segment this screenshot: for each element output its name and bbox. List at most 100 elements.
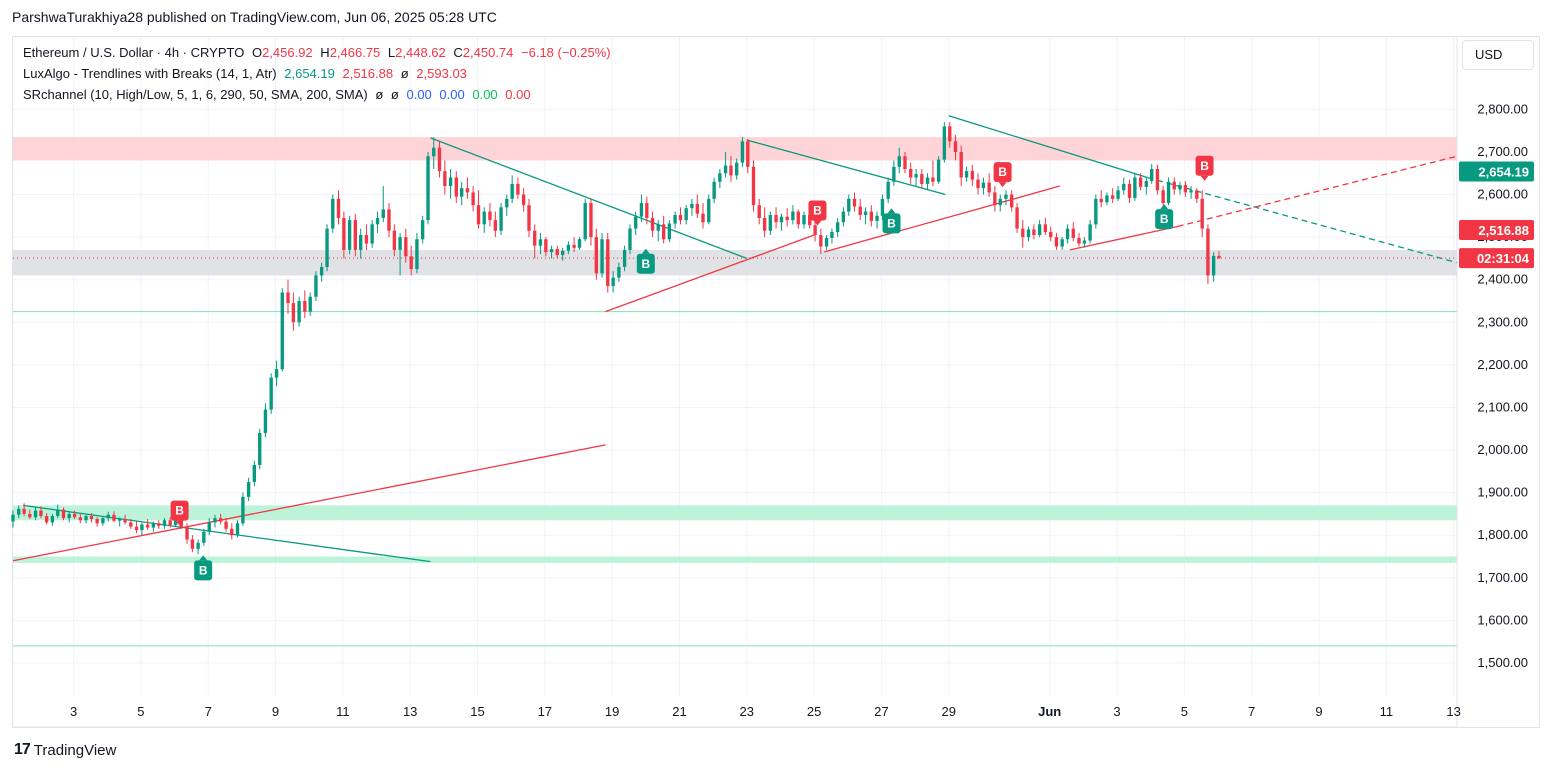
candle[interactable]	[970, 171, 974, 180]
candle[interactable]	[432, 147, 436, 157]
candle[interactable]	[892, 166, 896, 182]
candle[interactable]	[858, 206, 862, 215]
candle[interactable]	[993, 192, 997, 206]
candle[interactable]	[185, 526, 189, 540]
candle[interactable]	[78, 517, 83, 521]
candle[interactable]	[1110, 195, 1115, 199]
candle[interactable]	[791, 211, 795, 221]
candle[interactable]	[308, 296, 312, 312]
candle[interactable]	[544, 239, 548, 253]
candle[interactable]	[774, 214, 778, 223]
candle[interactable]	[824, 237, 829, 247]
candle[interactable]	[779, 216, 784, 223]
candle[interactable]	[129, 522, 133, 527]
candle[interactable]	[1150, 169, 1154, 181]
candle[interactable]	[454, 177, 458, 197]
candle[interactable]	[1032, 229, 1036, 235]
candle[interactable]	[162, 520, 167, 526]
candle[interactable]	[1105, 195, 1109, 203]
candle[interactable]	[1043, 224, 1048, 233]
break-signal-buy[interactable]	[636, 253, 655, 274]
candle[interactable]	[802, 214, 806, 225]
candle[interactable]	[331, 198, 335, 229]
candle[interactable]	[555, 249, 559, 256]
candle[interactable]	[44, 516, 49, 523]
candle[interactable]	[471, 192, 475, 206]
candle[interactable]	[106, 514, 110, 519]
candle[interactable]	[1195, 190, 1199, 199]
candle[interactable]	[594, 237, 599, 274]
candle[interactable]	[420, 220, 425, 240]
break-signal-buy[interactable]	[194, 560, 213, 581]
candle[interactable]	[712, 181, 716, 199]
candle[interactable]	[213, 518, 217, 523]
candle[interactable]	[101, 518, 105, 524]
candle[interactable]	[740, 141, 745, 163]
candle[interactable]	[1200, 198, 1204, 229]
legend-symbol-row[interactable]: Ethereum / U.S. Dollar · 4h · CRYPTO O2,…	[23, 45, 615, 60]
candle[interactable]	[1217, 255, 1221, 258]
candle[interactable]	[1122, 183, 1126, 191]
candle[interactable]	[813, 225, 817, 235]
candle[interactable]	[381, 209, 385, 218]
candle[interactable]	[33, 510, 38, 518]
candle[interactable]	[1166, 181, 1171, 204]
candle[interactable]	[263, 409, 268, 433]
candle[interactable]	[325, 228, 329, 267]
candle[interactable]	[589, 203, 593, 238]
candle[interactable]	[936, 159, 941, 182]
candle[interactable]	[274, 369, 279, 378]
candle[interactable]	[157, 523, 161, 526]
candle[interactable]	[134, 526, 139, 531]
candle[interactable]	[583, 203, 587, 240]
candle[interactable]	[465, 188, 470, 193]
candle[interactable]	[398, 237, 402, 250]
candle[interactable]	[476, 205, 481, 225]
break-signal-sell[interactable]	[993, 162, 1012, 183]
candle[interactable]	[364, 235, 369, 244]
candle[interactable]	[622, 249, 627, 267]
candle[interactable]	[830, 232, 834, 238]
candle[interactable]	[796, 211, 800, 225]
candle[interactable]	[560, 250, 565, 256]
candle[interactable]	[230, 528, 234, 536]
candle[interactable]	[39, 510, 43, 517]
candle[interactable]	[314, 275, 318, 297]
candle[interactable]	[443, 171, 447, 187]
candle[interactable]	[510, 183, 514, 199]
currency-button[interactable]: USD	[1462, 40, 1534, 70]
candle[interactable]	[931, 177, 935, 182]
candle[interactable]	[987, 182, 991, 193]
candle[interactable]	[1172, 181, 1176, 190]
candle[interactable]	[880, 198, 885, 216]
candle[interactable]	[1161, 190, 1165, 204]
candle[interactable]	[235, 523, 240, 536]
candle[interactable]	[95, 519, 99, 524]
candle[interactable]	[617, 266, 621, 278]
candle[interactable]	[1099, 198, 1103, 203]
candle[interactable]	[460, 188, 464, 197]
candle[interactable]	[925, 177, 930, 184]
candle[interactable]	[1138, 177, 1143, 187]
candle[interactable]	[347, 220, 352, 250]
candle[interactable]	[61, 509, 66, 519]
candle[interactable]	[847, 198, 851, 212]
candle[interactable]	[611, 277, 615, 287]
candle[interactable]	[493, 220, 498, 231]
candle[interactable]	[981, 182, 986, 189]
candle[interactable]	[673, 214, 677, 224]
candle[interactable]	[67, 513, 71, 519]
candle[interactable]	[1116, 190, 1120, 199]
candle[interactable]	[56, 509, 60, 517]
candle[interactable]	[628, 228, 632, 250]
candle[interactable]	[650, 217, 655, 231]
candle[interactable]	[869, 211, 874, 221]
candle[interactable]	[89, 516, 94, 520]
candle[interactable]	[415, 239, 419, 270]
candle[interactable]	[572, 244, 576, 248]
legend-symbol[interactable]: Ethereum / U.S. Dollar · 4h · CRYPTO	[23, 45, 245, 60]
candle[interactable]	[50, 516, 55, 523]
candle[interactable]	[835, 222, 840, 233]
candle[interactable]	[684, 208, 688, 221]
candle[interactable]	[1009, 194, 1014, 208]
